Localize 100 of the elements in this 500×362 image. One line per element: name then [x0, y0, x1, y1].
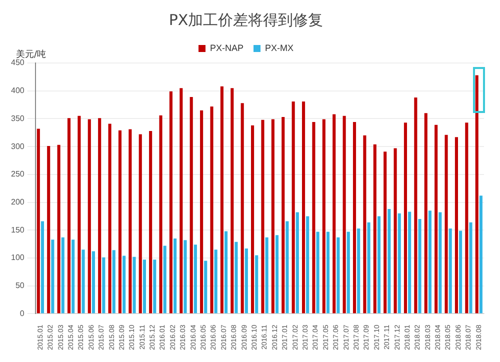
bar — [261, 120, 264, 314]
bar — [271, 119, 274, 314]
bar — [72, 240, 75, 314]
bar — [230, 88, 234, 314]
bar — [57, 144, 60, 314]
bar — [224, 231, 228, 314]
bar — [292, 101, 295, 314]
bar — [469, 222, 472, 314]
bar — [428, 210, 432, 314]
bar — [88, 119, 91, 314]
bar — [418, 218, 422, 314]
bar — [414, 98, 418, 314]
bar — [149, 130, 152, 314]
bar — [377, 216, 381, 314]
bar — [346, 232, 350, 314]
bar — [255, 255, 258, 314]
bar — [373, 144, 376, 314]
bar — [40, 221, 44, 314]
bar — [102, 257, 106, 314]
chart-title: PX加工价差将得到修复 — [168, 10, 324, 29]
bar — [200, 110, 204, 314]
bar — [296, 212, 299, 314]
bar — [132, 256, 136, 314]
bar — [169, 91, 172, 314]
bar — [142, 260, 146, 314]
y-tick-label: 350 — [10, 114, 25, 123]
bar — [92, 251, 95, 314]
bar — [265, 237, 268, 314]
bar — [459, 230, 462, 314]
bar — [302, 101, 306, 314]
bar — [122, 256, 126, 314]
bar — [286, 221, 289, 314]
bar — [98, 118, 102, 314]
bar — [214, 250, 218, 314]
bar — [234, 242, 238, 314]
bar — [61, 237, 64, 314]
bar — [352, 122, 356, 314]
y-tick-label: 450 — [10, 58, 25, 68]
y-tick-label: 50 — [15, 281, 25, 290]
bar — [342, 116, 346, 314]
legend-label: PX-NAP — [210, 42, 244, 53]
bar — [184, 240, 187, 314]
bar — [118, 130, 122, 314]
bar — [194, 244, 197, 314]
bar — [438, 212, 442, 314]
bar — [240, 103, 244, 314]
y-axis-title: 美元/吨 — [16, 48, 46, 60]
bar — [322, 119, 326, 314]
bar — [190, 96, 193, 314]
y-tick-label: 150 — [10, 225, 25, 234]
bar — [78, 116, 81, 314]
bar — [82, 250, 85, 314]
bar — [454, 137, 458, 314]
legend-label: PX-MX — [265, 42, 294, 53]
bar — [174, 238, 177, 314]
bar — [180, 88, 183, 314]
bar — [394, 148, 397, 314]
bar — [51, 240, 54, 314]
bar — [220, 86, 224, 314]
bar — [357, 228, 360, 314]
bar — [306, 216, 310, 314]
y-tick-label: 200 — [10, 197, 25, 206]
bar — [128, 129, 132, 314]
bar — [204, 260, 208, 314]
bar — [159, 115, 162, 314]
bar — [363, 135, 366, 314]
bar — [326, 232, 330, 314]
y-tick-label: 100 — [10, 253, 25, 262]
bar — [388, 208, 391, 314]
bar — [465, 122, 468, 314]
bar — [336, 237, 340, 314]
y-tick-label: 300 — [10, 142, 25, 151]
bar — [434, 124, 438, 314]
bar — [275, 235, 279, 314]
bar — [163, 246, 166, 314]
bar — [444, 134, 448, 314]
bar — [67, 118, 71, 314]
bar — [332, 114, 336, 314]
bar — [475, 75, 478, 314]
bar — [408, 212, 412, 314]
bar — [47, 146, 50, 314]
bar — [448, 228, 452, 314]
bar — [282, 117, 285, 314]
y-tick-label: 250 — [10, 170, 25, 179]
bar — [312, 122, 316, 314]
bar — [398, 213, 401, 314]
bar — [153, 260, 156, 314]
bar — [244, 248, 248, 314]
bar — [251, 125, 254, 314]
bar — [404, 122, 408, 314]
bar — [108, 124, 112, 314]
bar — [138, 134, 142, 314]
y-tick-label: 0 — [20, 308, 25, 318]
bar — [112, 250, 116, 314]
bar — [36, 128, 40, 314]
bar — [424, 113, 428, 314]
bar — [367, 222, 370, 314]
bar — [479, 196, 482, 314]
bar — [316, 232, 320, 314]
bar — [210, 106, 214, 314]
